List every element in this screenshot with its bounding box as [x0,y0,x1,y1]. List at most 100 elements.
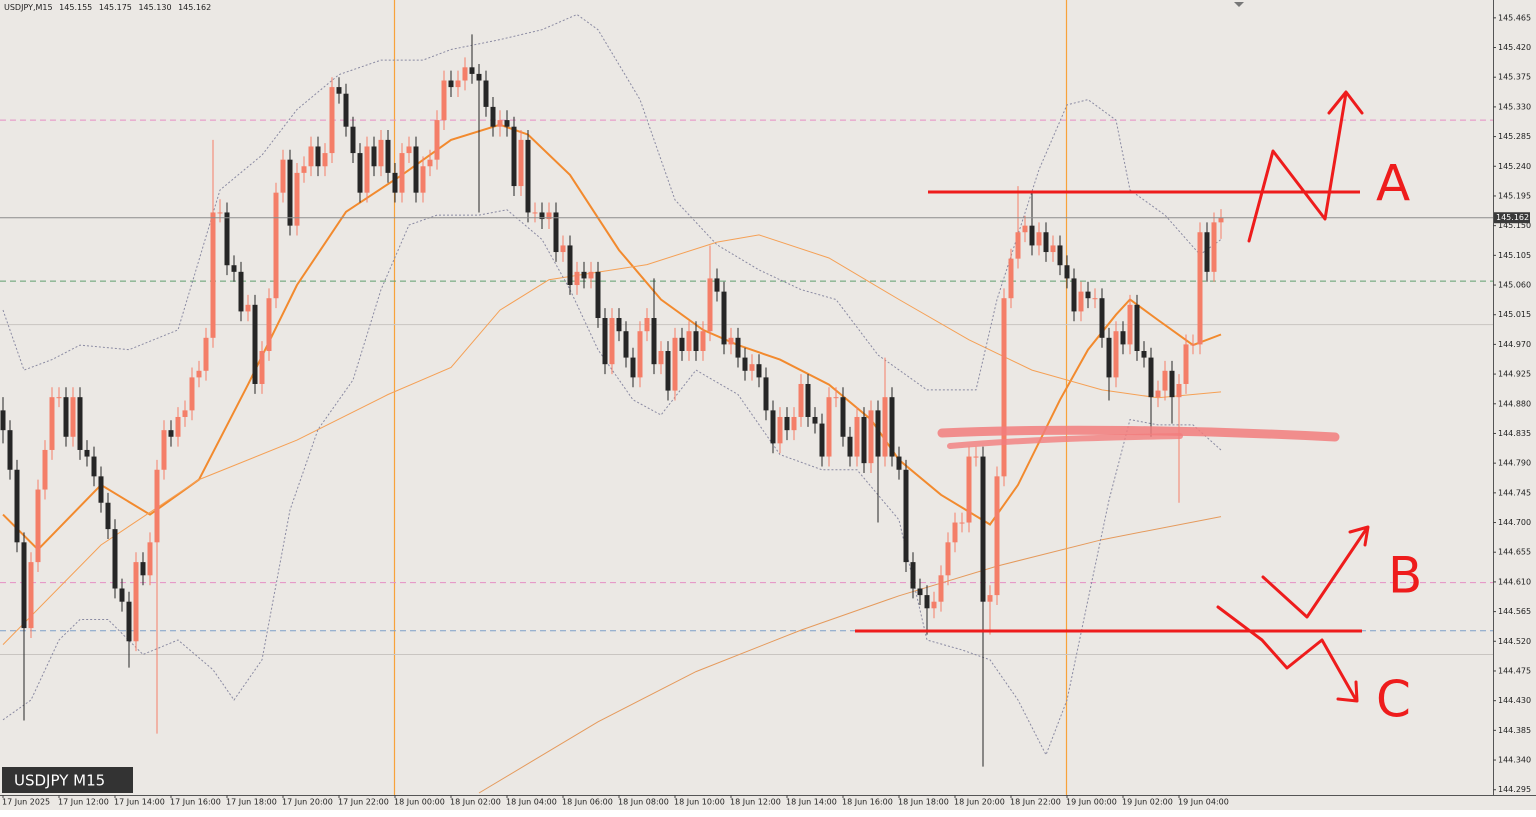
indicator-line [2,234,1222,645]
watermark-background [2,767,133,793]
candle-body [252,304,258,384]
candle-body [721,291,727,345]
candle-body [1190,344,1196,346]
hand-annotations: A B C [855,90,1422,729]
candle-body [1106,337,1112,378]
x-tick-label: 18 Jun 02:00 [450,798,501,807]
scenario-arrow [1216,605,1359,703]
symbol: USDJPY,M15 [4,3,53,12]
candle-body [175,416,181,437]
candle-body [504,120,510,127]
candle-body [1043,232,1049,253]
candle-body [588,271,594,279]
candle-body [574,271,580,286]
candle-body [497,120,503,127]
candle-body [182,410,188,417]
candle-body [245,304,251,312]
ohlc-label: 145.130 [138,3,172,12]
candle-body [1008,258,1014,299]
candle-body [756,364,762,378]
y-tick-label: 144.565 [1498,607,1531,616]
candle-body [777,416,783,444]
candle-body [1064,265,1070,279]
candle-body [623,331,629,358]
y-tick-label: 145.195 [1498,191,1531,200]
candle-body [308,146,314,167]
candle-body [336,87,342,94]
candle-body [28,562,34,629]
candle-body [35,489,41,563]
candle-body [126,601,132,642]
candle-body [161,430,167,470]
candle-body [105,502,111,530]
candle-body [945,542,951,576]
x-tick-label: 18 Jun 04:00 [506,798,557,807]
candle-body [833,397,839,399]
y-tick-label: 145.015 [1498,310,1531,319]
candle-body [231,265,237,272]
x-tick-label: 18 Jun 00:00 [394,798,445,807]
candle-body [1078,291,1084,312]
candle-body [154,469,160,543]
x-tick-label: 17 Jun 2025 [2,798,50,807]
candle-body [448,80,454,88]
candle-body [896,456,902,470]
candle-body [357,153,363,193]
candle-body [882,397,888,457]
candle-body [742,357,748,371]
x-tick-label: 18 Jun 20:00 [954,798,1005,807]
candle-body [1120,331,1126,345]
x-tick-label: 19 Jun 00:00 [1066,798,1117,807]
candle-body [1176,383,1182,398]
y-tick-label: 144.430 [1498,696,1531,705]
x-tick-label: 17 Jun 14:00 [114,798,165,807]
y-tick-label: 144.520 [1498,637,1531,646]
candle-body [7,430,13,470]
indicator-line [478,516,1222,794]
y-tick-label: 144.925 [1498,370,1531,379]
y-tick-label: 144.790 [1498,459,1531,468]
x-tick-label: 17 Jun 12:00 [58,798,109,807]
indicator-line [2,13,1222,391]
candle-body [679,337,685,351]
candle-body [735,337,741,358]
candle-body [812,416,818,424]
x-tick-label: 17 Jun 16:00 [170,798,221,807]
candle-body [112,529,118,589]
candle-body [539,212,545,220]
candle-body [637,331,643,378]
candle-body [427,159,433,167]
candle-body [84,449,90,457]
candle-body [938,575,944,602]
annotation-label: B [1388,547,1422,605]
candle-body [966,456,972,523]
shift-marker [1234,2,1244,7]
candle-body [651,318,657,365]
candle-body [301,166,307,173]
y-tick-label: 144.880 [1498,399,1531,408]
candle-body [700,331,706,351]
candle-body [609,318,615,365]
candle-body [266,298,272,351]
y-tick-label: 145.330 [1498,102,1531,111]
candle-body [994,476,1000,596]
chart-header: USDJPY,M15 145.155 145.175 145.130 145.1… [4,3,215,12]
candle-body [203,337,209,371]
y-tick-label: 145.060 [1498,281,1531,290]
candle-body [1141,350,1147,358]
time-axis: 17 Jun 2025 17 Jun 12:00 17 Jun 14:00 17 Ju… [2,795,1229,807]
candle-body [1071,278,1077,312]
candle-body [378,139,384,167]
y-tick-label: 144.475 [1498,666,1531,675]
candle-body [910,562,916,589]
candle-body [959,522,965,524]
candle-body [973,456,979,458]
y-tick-label: 144.745 [1498,488,1531,497]
candle-body [42,449,48,490]
candle-body [1218,217,1224,223]
candle-body [1127,304,1133,345]
candle-body [798,383,804,417]
x-tick-label: 17 Jun 18:00 [226,798,277,807]
candle-body [56,397,62,399]
candle-body [644,318,650,332]
